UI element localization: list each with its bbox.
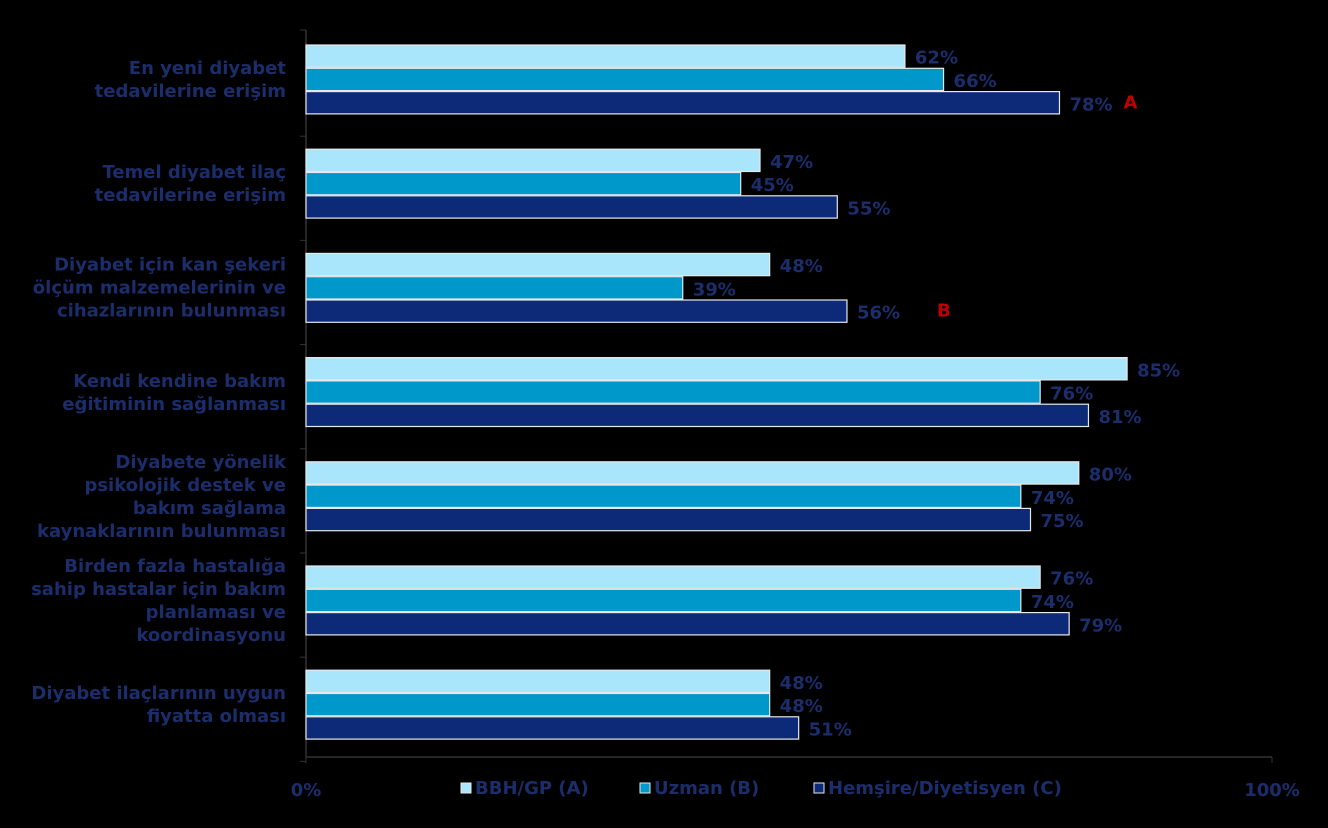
bar	[305, 90, 1061, 115]
bar	[305, 195, 838, 219]
category-label: Kendi kendine bakım eğitiminin sağlanmas…	[62, 370, 286, 415]
legend-label: Hemşire/Diyetisyen (C)	[828, 778, 1062, 799]
x-tick-label: 100%	[1244, 780, 1300, 801]
annotation: B	[937, 301, 951, 322]
value-label: 80%	[1089, 464, 1132, 485]
value-label: 48%	[780, 673, 823, 694]
value-label: 45%	[751, 175, 794, 196]
bar	[305, 44, 906, 68]
category-label: Diyabet için kan şekeri ölçüm malzemeler…	[32, 254, 286, 322]
annotation: A	[1123, 92, 1137, 113]
legend-swatch	[813, 782, 825, 794]
category-label: Diyabet ilaçlarının uygun fiyatta olması	[31, 683, 286, 728]
bar	[305, 611, 1070, 636]
value-label: 76%	[1050, 384, 1093, 405]
value-label: 76%	[1050, 569, 1093, 590]
bar	[305, 299, 848, 323]
bar	[305, 252, 771, 277]
legend-label: BBH/GP (A)	[475, 778, 589, 799]
value-label: 48%	[780, 256, 823, 277]
value-label: 78%	[1069, 94, 1112, 115]
bar	[305, 588, 1022, 613]
legend-swatch	[460, 782, 472, 794]
category-label: Birden fazla hastalığa sahip hastalar iç…	[31, 555, 286, 646]
value-label: 55%	[847, 198, 890, 219]
legend-label: Uzman (B)	[654, 778, 759, 799]
bar	[305, 565, 1041, 589]
value-label: 51%	[809, 719, 852, 740]
value-label: 81%	[1098, 407, 1141, 428]
value-label: 74%	[1031, 592, 1074, 613]
bar	[305, 276, 684, 300]
value-label: 47%	[770, 152, 813, 173]
legend-swatch	[639, 782, 651, 794]
bar	[305, 148, 761, 173]
category-label: En yeni diyabet tedavilerine erişim	[94, 57, 286, 102]
bar	[305, 67, 945, 92]
value-label: 39%	[693, 279, 736, 300]
bar	[305, 357, 1128, 381]
bar	[305, 380, 1041, 404]
value-label: 75%	[1041, 511, 1084, 532]
bar	[305, 692, 771, 717]
value-label: 79%	[1079, 615, 1122, 636]
bar	[305, 403, 1090, 428]
bar	[305, 669, 771, 694]
value-label: 74%	[1031, 488, 1074, 509]
value-label: 48%	[780, 696, 823, 717]
category-label: Temel diyabet ilaç tedavilerine erişim	[94, 162, 286, 207]
value-label: 66%	[954, 71, 997, 92]
bar	[305, 484, 1022, 509]
bar	[305, 171, 742, 196]
bar	[305, 716, 800, 740]
category-label: Diyabete yönelik psikolojik destek ve ba…	[37, 451, 286, 542]
x-tick-label: 0%	[291, 780, 322, 801]
bar	[305, 507, 1032, 532]
value-label: 56%	[857, 303, 900, 324]
value-label: 62%	[915, 48, 958, 69]
value-label: 85%	[1137, 360, 1180, 381]
bar	[305, 461, 1080, 485]
